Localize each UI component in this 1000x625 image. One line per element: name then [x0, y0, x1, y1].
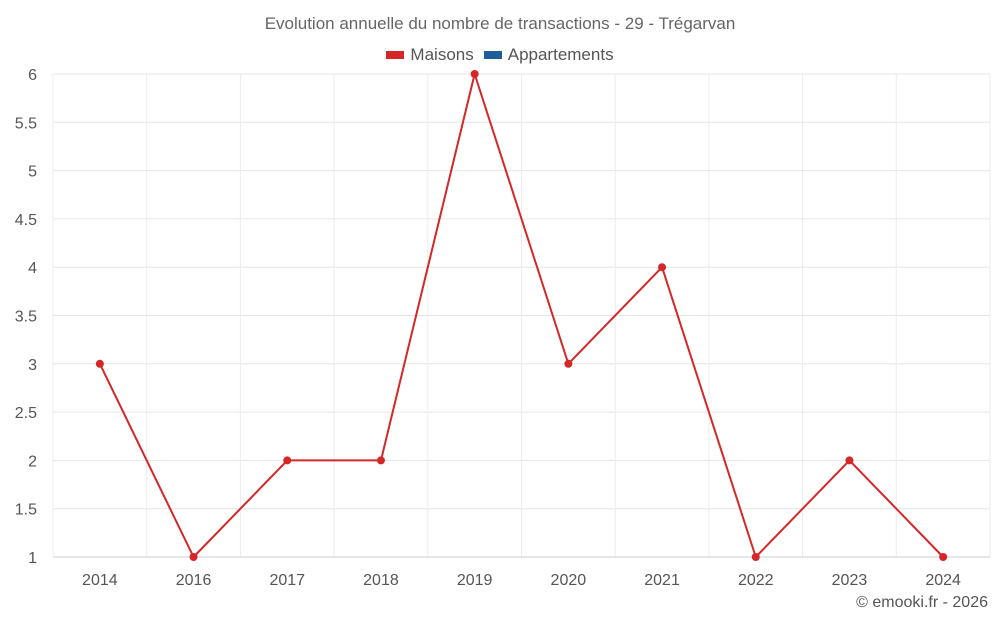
y-tick-label: 4.5	[15, 212, 37, 229]
y-tick-label: 3	[28, 357, 37, 374]
credit-text: © emooki.fr - 2026	[856, 594, 988, 611]
legend-label-maisons: Maisons	[410, 45, 474, 64]
x-tick-label: 2021	[644, 572, 680, 589]
y-tick-label: 4	[28, 260, 37, 277]
legend-label-appartements: Appartements	[507, 45, 614, 64]
y-tick-label: 2.5	[15, 405, 37, 422]
legend-swatch-appartements	[483, 51, 502, 59]
x-tick-label: 2023	[832, 572, 868, 589]
data-point	[95, 359, 104, 368]
data-point	[658, 263, 667, 272]
data-point	[939, 553, 948, 561]
chart-title: Evolution annuelle du nombre de transact…	[264, 14, 736, 33]
x-tick-label: 2017	[269, 572, 305, 589]
legend-swatch-maisons	[386, 51, 405, 59]
legend-item-appartements[interactable]: Appartements	[483, 45, 614, 65]
x-tick-label: 2019	[457, 572, 493, 589]
x-tick-label: 2020	[551, 572, 587, 589]
data-point	[470, 70, 479, 78]
x-tick-label: 2024	[925, 572, 961, 589]
y-tick-label: 3.5	[15, 309, 37, 326]
x-tick-label: 2022	[738, 572, 774, 589]
data-point	[189, 553, 198, 561]
y-tick-label: 6	[28, 67, 37, 84]
data-point	[283, 456, 292, 465]
y-tick-label: 5.5	[15, 115, 37, 132]
legend-item-maisons[interactable]: Maisons	[386, 45, 474, 65]
y-tick-label: 5	[28, 164, 37, 181]
x-tick-label: 2018	[363, 572, 399, 589]
y-tick-label: 2	[28, 453, 37, 470]
x-tick-label: 2014	[82, 572, 118, 589]
legend: Maisons Appartements	[0, 45, 1000, 65]
data-point	[751, 553, 760, 561]
series-line-maisons	[98, 73, 944, 558]
x-tick-label: 2016	[176, 572, 212, 589]
data-point	[845, 456, 854, 465]
data-point	[564, 359, 573, 368]
y-tick-label: 1	[28, 550, 37, 567]
data-point	[376, 456, 385, 465]
y-tick-label: 1.5	[15, 502, 37, 519]
